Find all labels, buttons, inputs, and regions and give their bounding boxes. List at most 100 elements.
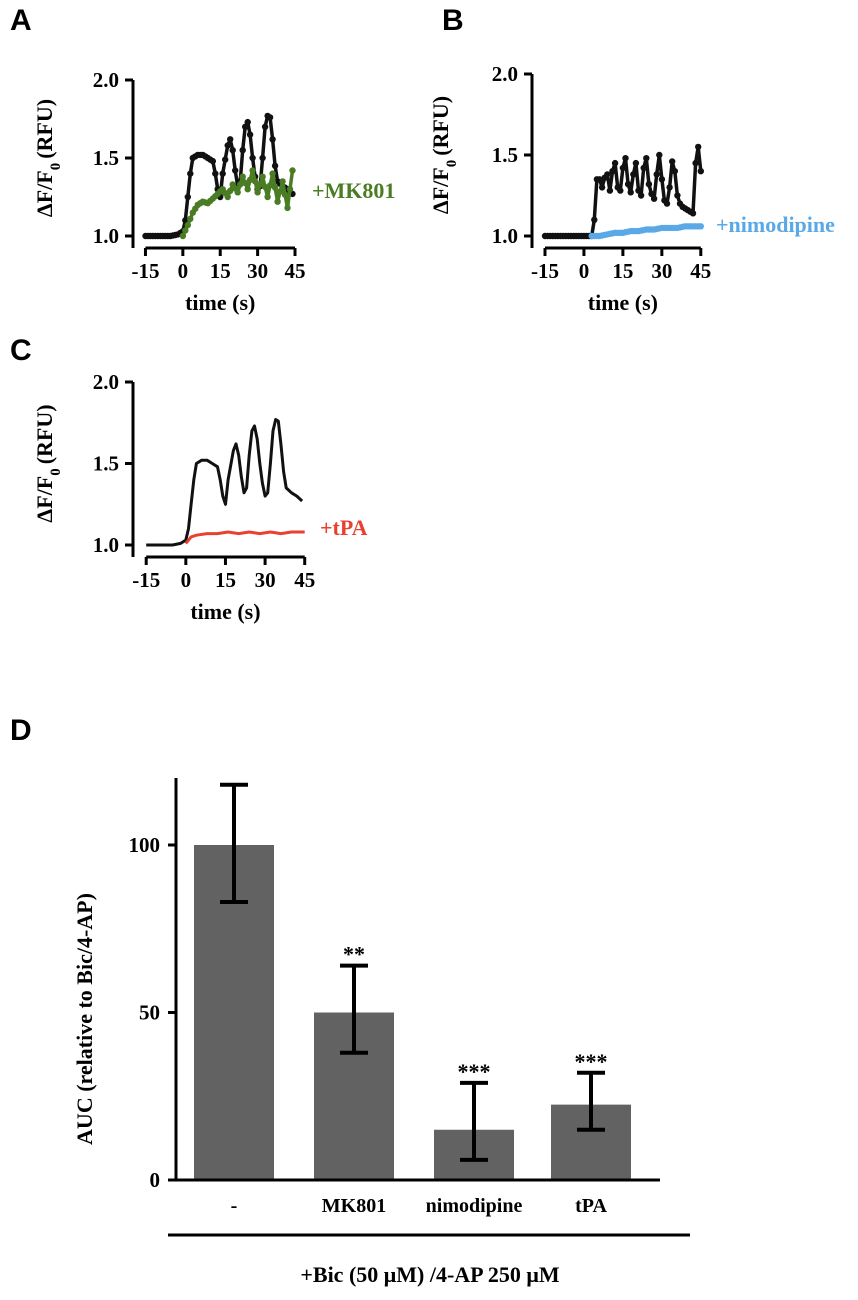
data-point [184, 193, 191, 201]
data-point [591, 216, 598, 223]
data-point [244, 186, 251, 193]
data-point [249, 167, 256, 174]
data-point [617, 187, 624, 194]
series-line [184, 530, 305, 545]
x-axis-title: time (s) [185, 290, 255, 315]
y-tick-label: 1.5 [93, 146, 119, 170]
x-tick-label: 45 [690, 259, 711, 283]
data-point [266, 182, 274, 189]
data-point [274, 198, 281, 205]
data-point [222, 156, 229, 163]
data-point [279, 178, 286, 185]
data-point [697, 223, 704, 230]
significance-label: *** [458, 1059, 491, 1084]
y-axis-title-sub: 0 [48, 163, 64, 171]
data-point [653, 171, 660, 178]
data-point [271, 162, 279, 169]
data-point [242, 123, 249, 130]
data-point [234, 189, 241, 196]
series-bic-4-ap [541, 143, 704, 240]
panel-letter-c: C [10, 334, 32, 367]
data-point [622, 155, 629, 162]
category-label: MK801 [322, 1195, 386, 1217]
data-point [606, 187, 614, 194]
data-point [637, 192, 645, 199]
x-tick-label: 30 [255, 568, 276, 592]
data-point [227, 136, 234, 143]
series--nimodipine [588, 223, 704, 240]
data-point [269, 136, 276, 143]
data-point [674, 192, 681, 199]
data-point [697, 168, 704, 175]
y-axis-title-sub: 0 [48, 468, 64, 476]
y-axis-title-main: ΔF/F [428, 167, 453, 214]
data-point [648, 190, 655, 198]
x-tick-label: 30 [247, 259, 268, 283]
data-point [284, 204, 291, 212]
data-point [598, 184, 606, 191]
data-point [261, 123, 269, 130]
data-point [259, 154, 266, 162]
series-line [146, 418, 304, 547]
data-point [182, 227, 189, 234]
x-tick-label: 15 [210, 259, 231, 283]
data-point [689, 210, 697, 217]
data-point [650, 195, 658, 202]
data-point [269, 170, 276, 177]
category-label: - [231, 1195, 238, 1217]
data-point [609, 168, 616, 175]
panel-letter-a: A [10, 4, 32, 37]
data-point [271, 184, 279, 191]
x-tick-label: 15 [215, 568, 236, 592]
data-point [627, 189, 634, 196]
data-point [671, 168, 678, 175]
data-point [239, 173, 246, 180]
data-point [224, 193, 231, 201]
data-point [624, 181, 632, 188]
data-point [635, 187, 642, 194]
data-point [242, 179, 249, 187]
y-axis-title: ΔF/F0 (RFU) [428, 96, 460, 214]
data-point [254, 189, 261, 196]
x-tick-label: 0 [181, 568, 192, 592]
panel-letter-b: B [442, 4, 464, 37]
x-tick-label: 45 [294, 568, 315, 592]
x-tick-label: 30 [651, 259, 672, 283]
series-label: +nimodipine [716, 212, 835, 237]
data-point [237, 181, 244, 188]
y-tick-label: 0 [150, 1168, 161, 1192]
data-point [619, 164, 627, 172]
data-point [209, 157, 216, 165]
series--mk801 [179, 167, 296, 240]
data-point [229, 147, 236, 154]
y-axis-title-tail: (RFU) [32, 99, 57, 159]
data-point [184, 221, 191, 229]
series-bic-4-ap [146, 418, 304, 547]
x-tick-label: -15 [531, 259, 559, 283]
data-point [596, 176, 603, 183]
y-tick-label: 2.0 [492, 62, 518, 86]
category-label: nimodipine [426, 1195, 523, 1217]
data-point [187, 215, 194, 222]
significance-label: ** [343, 942, 365, 967]
data-point [276, 188, 284, 195]
series-label: +tPA [320, 515, 368, 540]
data-point [643, 155, 650, 162]
data-point [281, 191, 289, 198]
series--tpa [184, 530, 305, 545]
x-tick-label: 0 [178, 259, 189, 283]
data-point [266, 114, 274, 121]
data-point [663, 200, 671, 207]
data-point [232, 167, 239, 174]
x-tick-label: -15 [131, 259, 159, 283]
x-tick-label: -15 [132, 568, 160, 592]
y-tick-label: 1.0 [93, 533, 119, 557]
data-point [640, 164, 647, 172]
y-tick-label: 100 [129, 833, 161, 857]
data-point [695, 143, 702, 151]
y-axis-title-main: ΔF/F [32, 170, 57, 217]
